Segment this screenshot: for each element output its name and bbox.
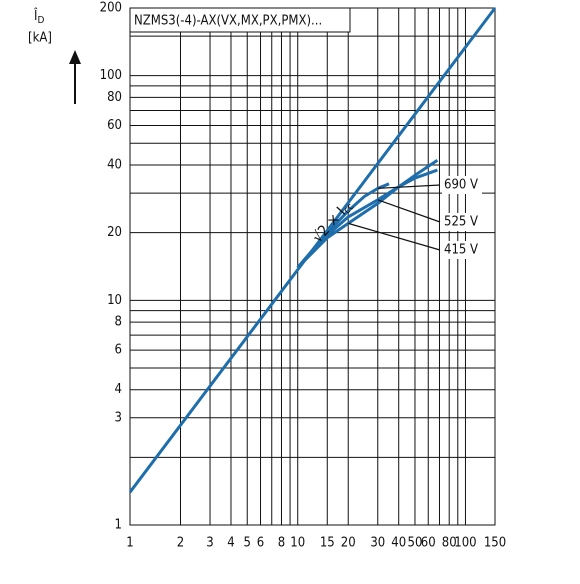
y-tick-label: 40 — [107, 158, 122, 173]
series-label: 525 V — [444, 215, 478, 230]
x-tick-label: 8 — [278, 536, 285, 551]
y-tick-label: 10 — [107, 293, 122, 308]
y-tick-label: 8 — [115, 315, 122, 330]
chart-title: NZMS3(-4)-AX(VX,MX,PX,PMX)... — [134, 14, 322, 29]
y-label: ÎD — [34, 8, 44, 27]
x-tick-label: 6 — [257, 536, 264, 551]
y-tick-label: 100 — [100, 68, 122, 83]
y-arrow-head — [69, 50, 81, 64]
label-bg — [442, 176, 482, 194]
y-tick-label: 20 — [107, 225, 122, 240]
y-tick-label: 200 — [100, 1, 122, 16]
x-tick-label: 20 — [341, 536, 356, 551]
x-tick-label: 5 — [244, 536, 251, 551]
series-line — [296, 159, 439, 269]
x-tick-label: 100 — [454, 536, 476, 551]
x-tick-label: 3 — [206, 536, 213, 551]
leader-line — [377, 184, 441, 189]
leader-line — [348, 222, 441, 251]
y-label-sub: D — [37, 15, 44, 26]
series-line — [296, 168, 438, 269]
y-tick-label: 1 — [115, 518, 122, 533]
x-tick-label: 4 — [227, 536, 234, 551]
x-tick-label: 50 — [408, 536, 423, 551]
y-tick-label: 60 — [107, 118, 122, 133]
label-bg — [442, 241, 482, 259]
series-label: 415 V — [444, 243, 478, 258]
series-label: 690 V — [444, 178, 478, 193]
x-tick-label: 150 — [484, 536, 506, 551]
y-tick-label: 6 — [115, 343, 122, 358]
x-tick-label: 10 — [290, 536, 305, 551]
x-tick-label: 1 — [126, 536, 133, 551]
x-tick-label: 15 — [320, 536, 335, 551]
x-tick-label: 40 — [391, 536, 406, 551]
y-tick-label: 4 — [115, 382, 122, 397]
label-bg — [442, 213, 482, 231]
y-unit: [kA] — [28, 31, 52, 46]
leader-line — [377, 199, 441, 223]
y-tick-label: 80 — [107, 90, 122, 105]
y-label-main: Î — [34, 8, 38, 24]
x-tick-label: 2 — [177, 536, 184, 551]
y-tick-label: 3 — [115, 410, 122, 425]
x-tick-label: 60 — [421, 536, 436, 551]
x-tick-label: 30 — [370, 536, 385, 551]
title-box — [129, 7, 351, 33]
x-tick-label: 80 — [442, 536, 457, 551]
